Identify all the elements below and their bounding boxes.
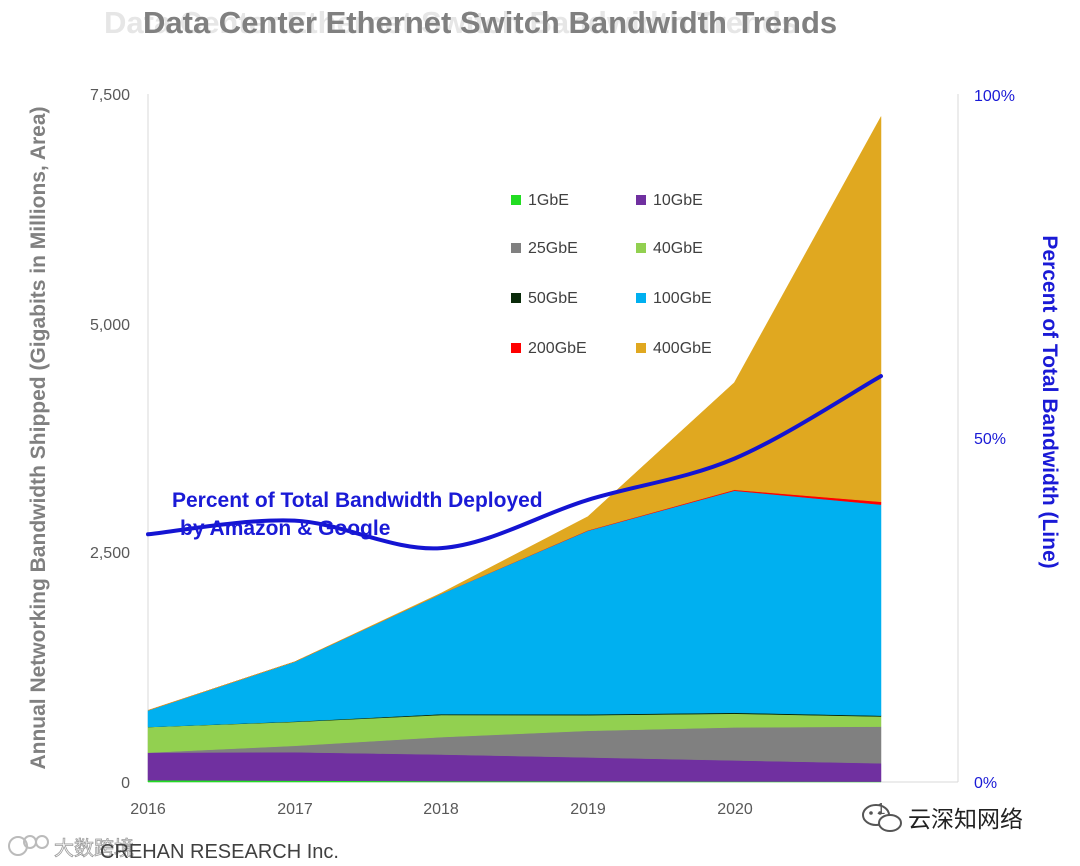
y2-axis-title: Percent of Total Bandwidth (Line) [1038,235,1061,568]
y-axis-title: Annual Networking Bandwidth Shipped (Gig… [27,106,50,769]
source-credit: CREHAN RESEARCH Inc. [100,841,339,863]
y2-tick-label: 0% [974,775,997,792]
x-axis-ticks: 2016 2017 2018 2019 2020 1 [130,801,885,818]
x-tick-label: 2017 [277,801,313,818]
legend-label: 1GbE [528,192,569,209]
x-tick-label: 2016 [130,801,166,818]
y-tick-label: 2,500 [90,545,130,562]
legend-label: 200GbE [528,340,587,357]
legend-swatch-40gbe [636,243,646,253]
legend-swatch-10gbe [636,195,646,205]
chart-title-ghost: Data Center Ethernet Switch Bandwidth Tr… [104,5,798,40]
legend-label: 400GbE [653,340,712,357]
y-tick-label: 5,000 [90,317,130,334]
legend-label: 25GbE [528,240,578,257]
y-axis-ticks: 7,500 5,000 2,500 0 [90,87,130,792]
line-annotation-line2: by Amazon & Google [180,517,390,540]
legend-swatch-400gbe [636,343,646,353]
legend-swatch-25gbe [511,243,521,253]
watermark-logo-icon [8,835,49,856]
legend-label: 40GbE [653,240,703,257]
y2-axis-ticks: 100% 50% 0% [974,88,1015,792]
area-400gbe [147,116,882,711]
area-series-group [147,116,882,783]
x-tick-label: 1 [877,801,886,818]
line-percent-amazon-google [146,374,883,551]
chart-title: Data Center Ethernet Switch Bandwidth Tr… [143,5,837,40]
x-tick-label: 2018 [423,801,459,818]
y2-tick-label: 50% [974,431,1006,448]
y2-tick-label: 100% [974,88,1015,105]
line-series-group [146,374,883,551]
legend-swatch-1gbe [511,195,521,205]
legend-label: 50GbE [528,290,578,307]
watermark-right: 云深知网络 [908,807,1023,833]
line-annotation-line1: Percent of Total Bandwidth Deployed [172,489,543,512]
legend-swatch-200gbe [511,343,521,353]
legend-swatch-50gbe [511,293,521,303]
legend: 1GbE 10GbE 25GbE 40GbE 50GbE 100GbE 200G… [511,192,712,357]
y-tick-label: 7,500 [90,87,130,104]
watermark-left: 大数跨境 [54,836,134,860]
x-tick-label: 2019 [570,801,606,818]
legend-label: 10GbE [653,192,703,209]
x-tick-label: 2020 [717,801,753,818]
y-tick-label: 0 [121,775,130,792]
legend-swatch-100gbe [636,293,646,303]
legend-label: 100GbE [653,290,712,307]
wechat-icon [862,804,902,832]
